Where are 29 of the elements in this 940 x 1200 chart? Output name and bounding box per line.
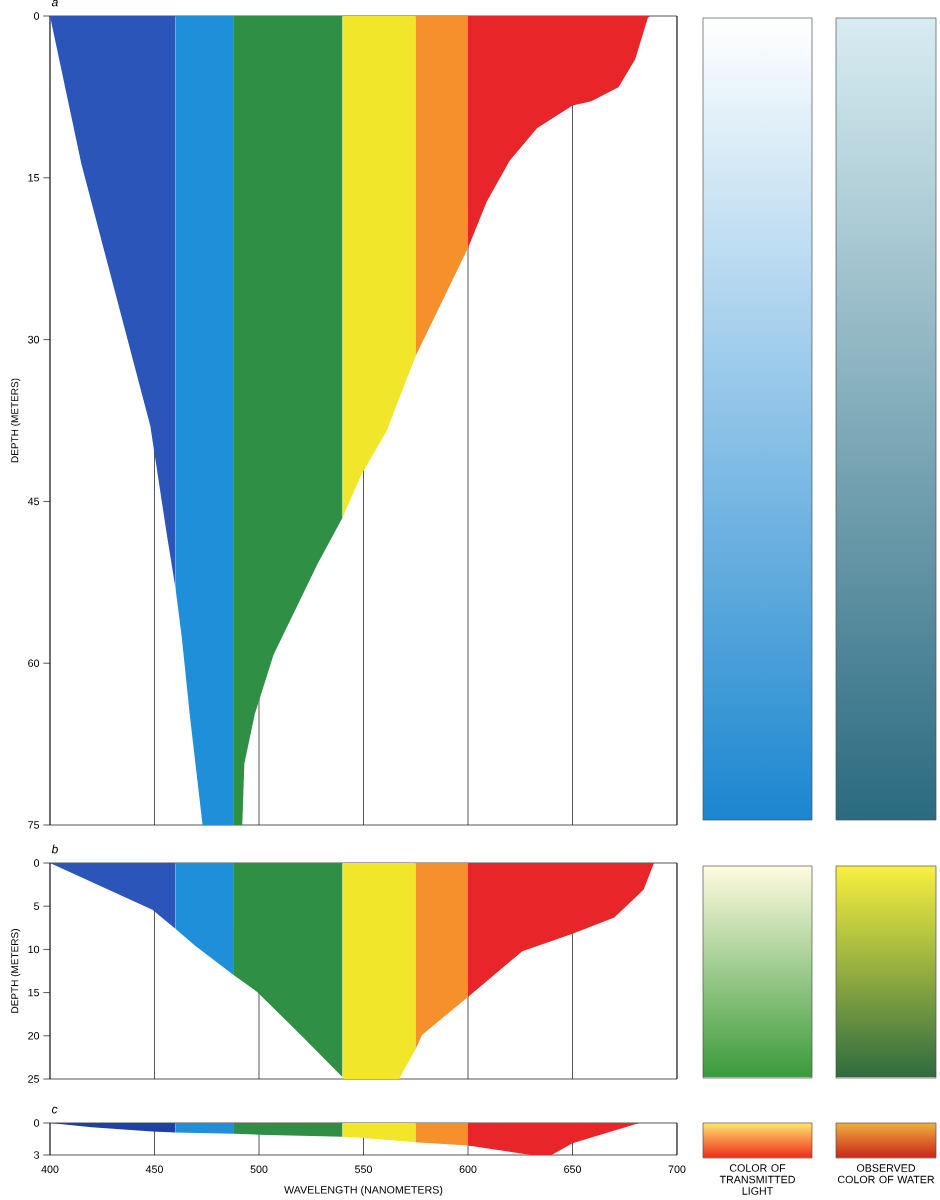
x-tick-label: 400 [41, 1165, 59, 1174]
y-tick-label: 15 [28, 988, 40, 997]
y-tick-label: 25 [28, 1075, 40, 1083]
x-tick-label: 650 [564, 1165, 581, 1174]
y-tick-label: 10 [28, 945, 40, 954]
y-tick-label: 20 [28, 1032, 40, 1040]
x-tick-label: 600 [459, 1165, 477, 1174]
y-tick-label: 0 [34, 12, 40, 20]
y-tick-label: 5 [34, 902, 40, 910]
text: OBSERVED COLOR OF WATER [837, 1164, 935, 1184]
x-tick-label: 550 [355, 1165, 372, 1174]
y-axis-title: DEPTH (METERS) [10, 378, 21, 463]
y-tick-label: 30 [28, 335, 40, 344]
y-tick-label: 0 [34, 859, 40, 867]
y-tick-label: 45 [27, 497, 40, 506]
y-tick-label: 0 [34, 1119, 40, 1127]
x-tick-label: 450 [145, 1165, 163, 1174]
x-tick-label: 700 [668, 1165, 686, 1174]
x-tick-label: 500 [250, 1165, 268, 1174]
y-tick-label: 60 [28, 659, 40, 667]
y-tick-label: 15 [28, 174, 40, 182]
chart-title: b [51, 844, 58, 854]
chart-title: a [51, 0, 58, 7]
chart-title: c [52, 1106, 58, 1114]
x-axis-title: WAVELENGTH (NANOMETERS) [284, 1185, 443, 1196]
y-tick-label: 3 [33, 1151, 40, 1159]
y-axis-title: DEPTH (METERS) [10, 929, 21, 1013]
y-tick-label: 75 [28, 821, 40, 829]
text: COLOR OF TRANSMITTED LIGHT [719, 1164, 795, 1195]
